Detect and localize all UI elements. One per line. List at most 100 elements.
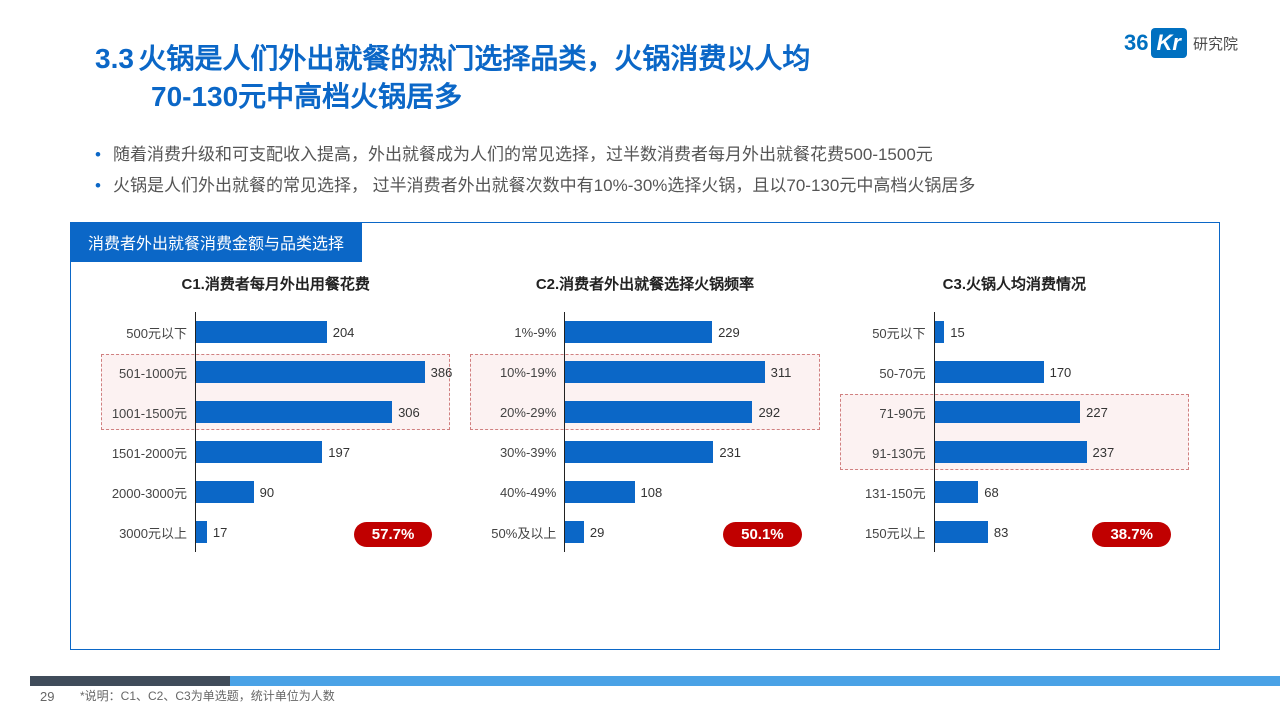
bar [196,481,254,503]
value-label: 229 [718,325,740,340]
value-label: 17 [213,525,227,540]
chart-title: C2.消费者外出就餐选择火锅频率 [468,273,821,294]
bar [935,481,979,503]
bullet-text: 火锅是人们外出就餐的常见选择， 过半消费者外出就餐次数中有10%-30%选择火锅… [113,176,975,195]
bullet-text: 随着消费升级和可支配收入提高，外出就餐成为人们的常见选择，过半数消费者每月外出就… [113,145,933,164]
bar-area: 170 [934,352,1191,392]
bar-area: 90 [195,472,452,512]
value-label: 108 [641,485,663,500]
bar-row: 20%-29% 292 [468,392,821,432]
category-label: 20%-29% [468,405,564,420]
bar-area: 292 [564,392,821,432]
bar-row: 50元以下 15 [838,312,1191,352]
category-label: 1%-9% [468,325,564,340]
bar-area: 229 [564,312,821,352]
bar-area: 68 [934,472,1191,512]
bar-row: 91-130元 237 [838,432,1191,472]
percent-badge: 38.7% [1092,522,1171,547]
bar [565,401,752,423]
bullet-list: •随着消费升级和可支配收入提高，外出就餐成为人们的常见选择，过半数消费者每月外出… [95,140,1220,201]
bar [935,321,945,343]
header: 3.3 火锅是人们外出就餐的热门选择品类，火锅消费以人均 70-130元中高档火… [95,40,1220,116]
value-label: 83 [994,525,1008,540]
chart-panel: 消费者外出就餐消费金额与品类选择 C1.消费者每月外出用餐花费500元以下204… [70,222,1220,650]
bar-chart: C2.消费者外出就餐选择火锅频率 1%-9% 229 10%-19% 311 20%-29… [460,273,829,613]
category-label: 501-1000元 [99,363,195,382]
bar [935,361,1044,383]
bar-chart: C3.火锅人均消费情况 50元以下 15 50-70元 170 71-90元 227 91-1… [830,273,1199,613]
section-number: 3.3 [95,43,134,74]
bar-row: 71-90元 227 [838,392,1191,432]
bar [565,361,764,383]
value-label: 237 [1093,445,1115,460]
value-label: 231 [719,445,741,460]
bar-area: 108 [564,472,821,512]
chart-bars: 1%-9%22910%-19%31120%-29%29230%-39%23140… [468,312,821,552]
category-label: 1501-2000元 [99,443,195,462]
bar-row: 30%-39%231 [468,432,821,472]
value-label: 227 [1086,405,1108,420]
bar-area: 204 [195,312,452,352]
bar [565,441,713,463]
panel-title: 消费者外出就餐消费金额与品类选择 [70,222,362,262]
bar-area: 386 [195,352,452,392]
bar-row: 1001-1500元 306 [99,392,452,432]
page-number: 29 [40,689,54,704]
bar [196,361,425,383]
bar-area: 197 [195,432,452,472]
bar-area: 237 [934,432,1191,472]
percent-badge: 57.7% [354,522,433,547]
category-label: 40%-49% [468,485,564,500]
bar [565,321,712,343]
title-line-2: 70-130元中高档火锅居多 [151,81,462,112]
value-label: 306 [398,405,420,420]
bar-row: 40%-49% 108 [468,472,821,512]
value-label: 15 [950,325,964,340]
category-label: 50-70元 [838,363,934,382]
bar [935,521,988,543]
value-label: 386 [431,365,453,380]
bar [935,441,1087,463]
bar-row: 501-1000元 386 [99,352,452,392]
bar-row: 500元以下204 [99,312,452,352]
value-label: 29 [590,525,604,540]
value-label: 292 [758,405,780,420]
value-label: 311 [771,365,792,380]
category-label: 1001-1500元 [99,403,195,422]
percent-badge: 50.1% [723,522,802,547]
footnote: *说明：C1、C2、C3为单选题，统计单位为人数 [80,687,335,704]
bar [196,321,327,343]
bar [935,401,1080,423]
chart-bars: 500元以下204 501-1000元 386 1001-1500元 306 1501-2… [99,312,452,552]
bar-chart: C1.消费者每月外出用餐花费500元以下204501-1000元3861001-… [91,273,460,613]
chart-title: C3.火锅人均消费情况 [838,273,1191,294]
bar [196,521,207,543]
bar-area: 231 [564,432,821,472]
category-label: 71-90元 [838,403,934,422]
value-label: 90 [260,485,274,500]
bar-area: 227 [934,392,1191,432]
bar-row: 10%-19% 311 [468,352,821,392]
bullet-item: •火锅是人们外出就餐的常见选择， 过半消费者外出就餐次数中有10%-30%选择火… [95,171,1220,202]
bullet-item: •随着消费升级和可支配收入提高，外出就餐成为人们的常见选择，过半数消费者每月外出… [95,140,1220,171]
category-label: 150元以上 [838,523,934,542]
category-label: 131-150元 [838,483,934,502]
chart-bars: 50元以下 15 50-70元 170 71-90元 227 91-130元 237 131-1… [838,312,1191,552]
bar [565,481,634,503]
value-label: 170 [1050,365,1072,380]
value-label: 68 [984,485,998,500]
category-label: 50%及以上 [468,523,564,542]
bar [196,401,392,423]
bar-row: 1501-2000元 197 [99,432,452,472]
category-label: 10%-19% [468,365,564,380]
value-label: 204 [333,325,355,340]
title-line-1: 火锅是人们外出就餐的热门选择品类，火锅消费以人均 [138,43,810,74]
value-label: 197 [328,445,350,460]
bar-row: 2000-3000元90 [99,472,452,512]
bar [565,521,584,543]
bar-row: 1%-9% 229 [468,312,821,352]
category-label: 91-130元 [838,443,934,462]
footer-bar [30,676,1280,686]
category-label: 50元以下 [838,323,934,342]
bar-area: 15 [934,312,1191,352]
